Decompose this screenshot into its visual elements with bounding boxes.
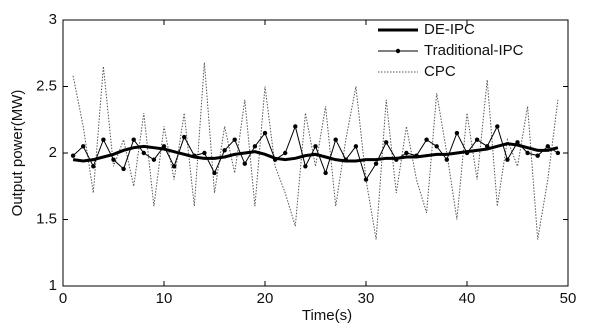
series-marker bbox=[424, 137, 429, 142]
series-marker bbox=[363, 177, 369, 182]
x-tick-label: 30 bbox=[358, 290, 375, 307]
series-marker bbox=[171, 164, 177, 169]
series-marker bbox=[444, 157, 449, 162]
series-marker bbox=[353, 144, 359, 149]
series-marker bbox=[293, 124, 298, 129]
legend-label: DE-IPC bbox=[424, 21, 475, 38]
series-marker bbox=[232, 137, 237, 142]
series-marker bbox=[262, 130, 268, 136]
series-marker bbox=[242, 161, 247, 166]
x-axis-label: Time(s) bbox=[302, 307, 352, 324]
series-marker bbox=[454, 130, 460, 136]
series-marker bbox=[222, 148, 227, 153]
series-marker bbox=[505, 157, 510, 162]
series-marker bbox=[474, 137, 480, 142]
y-tick-label: 3 bbox=[49, 11, 57, 28]
series-marker bbox=[81, 144, 86, 149]
series-marker bbox=[252, 144, 258, 149]
legend-label: Traditional-IPC bbox=[424, 42, 524, 59]
series-marker bbox=[384, 140, 389, 145]
series-line bbox=[72, 142, 559, 163]
series-marker bbox=[182, 134, 187, 140]
legend-label: CPC bbox=[424, 63, 456, 80]
series-marker bbox=[545, 144, 550, 149]
y-tick-label: 2 bbox=[49, 144, 57, 161]
x-tick-label: 40 bbox=[459, 290, 476, 307]
series-marker bbox=[141, 150, 146, 156]
x-tick-label: 10 bbox=[156, 290, 173, 307]
series-marker bbox=[70, 153, 76, 158]
series-marker bbox=[212, 170, 217, 176]
series-marker bbox=[333, 137, 338, 142]
series-marker bbox=[525, 150, 530, 156]
x-tick-label: 0 bbox=[59, 290, 67, 307]
series-marker bbox=[555, 150, 561, 156]
x-tick-label: 20 bbox=[257, 290, 274, 307]
series-marker bbox=[373, 161, 379, 166]
series-marker bbox=[111, 157, 116, 162]
series-marker bbox=[131, 137, 136, 142]
series-marker bbox=[313, 144, 318, 149]
series-marker bbox=[202, 150, 207, 156]
series-marker bbox=[495, 124, 500, 129]
y-tick-label: 1.5 bbox=[36, 210, 57, 227]
series-marker bbox=[91, 164, 96, 169]
series-marker bbox=[434, 144, 439, 149]
series-marker bbox=[121, 166, 126, 172]
y-tick-label: 2.5 bbox=[36, 77, 57, 94]
series-line bbox=[72, 62, 559, 240]
series-marker bbox=[151, 157, 157, 162]
series-marker bbox=[535, 153, 540, 158]
series-marker bbox=[283, 150, 288, 156]
y-tick-label: 1 bbox=[49, 277, 57, 294]
series-marker bbox=[101, 137, 106, 142]
legend-marker bbox=[395, 48, 401, 54]
series-marker bbox=[404, 150, 409, 156]
x-tick-label: 50 bbox=[560, 290, 577, 307]
series-marker bbox=[303, 164, 308, 169]
series-marker bbox=[323, 170, 328, 176]
y-axis-label: Output power(MW) bbox=[9, 90, 26, 217]
